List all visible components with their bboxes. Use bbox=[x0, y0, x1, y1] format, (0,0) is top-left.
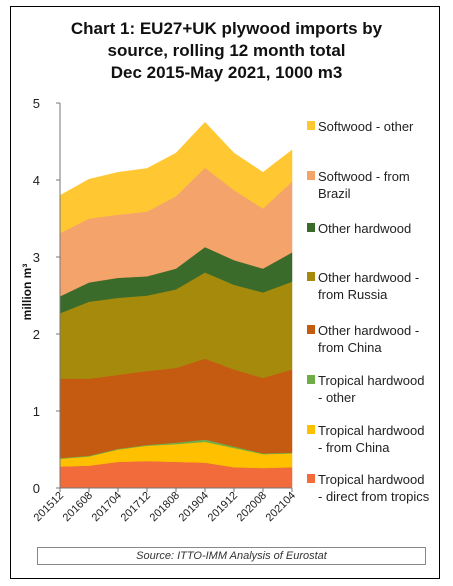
legend-swatch bbox=[307, 425, 315, 434]
legend-label: Tropical hardwood - other bbox=[318, 373, 425, 405]
y-tick-label: 0 bbox=[33, 481, 40, 496]
legend-label: Softwood - from Brazil bbox=[318, 169, 410, 201]
y-tick-label: 4 bbox=[33, 173, 40, 188]
legend-swatch bbox=[307, 375, 315, 384]
legend-label: Other hardwood - from China bbox=[318, 323, 420, 355]
legend-swatch bbox=[307, 474, 315, 483]
area-series-softwood-other bbox=[59, 121, 293, 234]
legend-label: Tropical hardwood - direct from tropics bbox=[318, 472, 430, 504]
y-tick-label: 5 bbox=[33, 96, 40, 111]
chart-title-line-2: source, rolling 12 month total bbox=[107, 41, 346, 60]
legend-swatch bbox=[307, 272, 315, 281]
legend-swatch bbox=[307, 325, 315, 334]
x-tick-label: 202008 bbox=[235, 490, 269, 524]
legend-swatch bbox=[307, 223, 315, 232]
x-tick-label: 201912 bbox=[206, 490, 240, 524]
legend-label: Other hardwood - from Russia bbox=[318, 270, 420, 302]
legend-label: Tropical hardwood - from China bbox=[318, 423, 425, 455]
y-tick-label: 3 bbox=[33, 250, 40, 265]
x-tick-label: 201808 bbox=[148, 490, 182, 524]
legend-swatch bbox=[307, 121, 315, 130]
x-tick-label: 201712 bbox=[119, 490, 153, 524]
chart-title: Chart 1: EU27+UK plywood imports by sour… bbox=[0, 18, 453, 84]
x-tick-label: 201704 bbox=[90, 490, 124, 524]
chart-title-line-3: Dec 2015-May 2021, 1000 m3 bbox=[110, 63, 343, 82]
x-tick-label: 202104 bbox=[264, 490, 298, 524]
y-tick-label: 1 bbox=[33, 404, 40, 419]
legend-label: Other hardwood bbox=[318, 221, 412, 236]
chart-title-line-1: Chart 1: EU27+UK plywood imports by bbox=[70, 19, 383, 38]
x-tick-label: 201608 bbox=[61, 490, 95, 524]
legend-swatch bbox=[307, 171, 315, 180]
y-tick-label: 2 bbox=[33, 327, 40, 342]
x-tick-label: 201904 bbox=[177, 490, 211, 524]
source-note: Source: ITTO-IMM Analysis of Eurostat bbox=[37, 547, 426, 565]
legend-label: Softwood - other bbox=[318, 119, 414, 134]
